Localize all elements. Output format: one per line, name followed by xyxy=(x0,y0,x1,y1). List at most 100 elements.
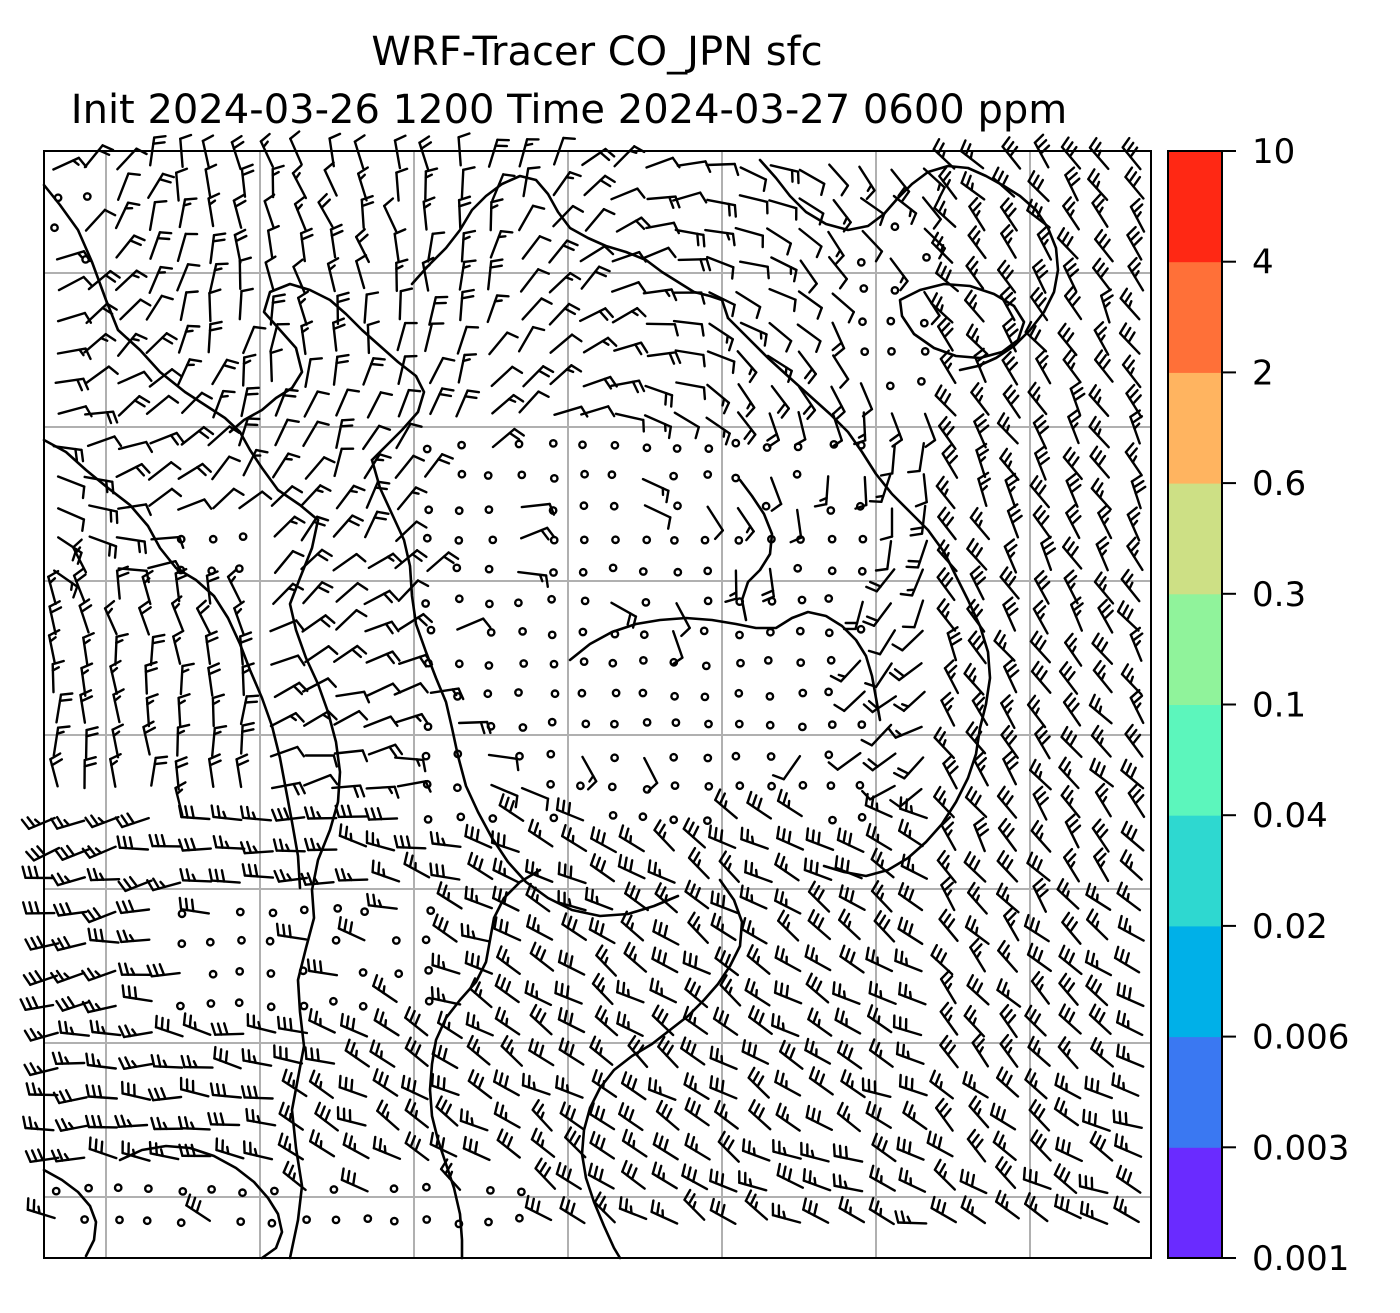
wind-barb xyxy=(804,1037,832,1065)
calm-wind-circle xyxy=(824,687,833,697)
wind-barb xyxy=(871,1132,897,1163)
calm-wind-circle xyxy=(299,1001,309,1011)
wind-barb xyxy=(529,1003,553,1036)
wind-barb xyxy=(992,1130,1017,1162)
wind-barb xyxy=(641,246,677,260)
calm-wind-circle xyxy=(639,656,648,665)
wind-barb xyxy=(926,1130,954,1158)
colorbar-tick-label: 10 xyxy=(1252,132,1295,172)
calm-wind-circle xyxy=(515,751,524,761)
calm-wind-circle xyxy=(177,939,187,949)
calm-wind-circle xyxy=(358,1001,368,1011)
wind-barb xyxy=(240,1085,274,1100)
wind-barb xyxy=(963,1004,986,1038)
wind-barb xyxy=(363,291,380,324)
wind-barb xyxy=(555,1161,582,1191)
calm-wind-circle xyxy=(641,598,651,607)
wind-barb xyxy=(241,353,257,387)
wind-barb xyxy=(977,471,991,507)
wind-barb xyxy=(174,167,189,202)
wind-barb xyxy=(336,1105,367,1127)
wind-barb xyxy=(834,1007,862,1035)
wind-barb xyxy=(300,872,335,886)
calm-wind-circle xyxy=(457,440,466,450)
wind-barb xyxy=(56,311,93,324)
wind-barb xyxy=(395,422,423,450)
wind-barb xyxy=(150,755,169,787)
wind-barb xyxy=(892,194,918,226)
wind-barb xyxy=(500,1034,523,1067)
calm-wind-circle xyxy=(734,536,744,545)
calm-wind-circle xyxy=(826,506,836,515)
wind-barb xyxy=(1024,1004,1047,1037)
wind-barb xyxy=(672,319,705,337)
wind-barb xyxy=(960,1195,987,1225)
wind-barb xyxy=(269,293,286,326)
wind-barb xyxy=(653,819,675,852)
wind-barb xyxy=(651,1004,675,1037)
wind-barb xyxy=(121,984,153,1003)
calm-wind-circle xyxy=(611,688,621,698)
wind-barb xyxy=(744,978,771,1007)
wind-barb xyxy=(1088,693,1113,725)
wind-barb xyxy=(929,1069,954,1100)
wind-barb xyxy=(1120,758,1145,790)
wind-barb xyxy=(1061,536,1083,570)
wind-barb xyxy=(25,1082,59,1097)
wind-barb xyxy=(148,1140,180,1161)
wind-barb xyxy=(297,290,309,326)
wind-barb xyxy=(651,1161,678,1190)
calm-wind-circle xyxy=(176,534,186,544)
wind-barb xyxy=(455,389,481,418)
wind-barb xyxy=(145,332,178,354)
wind-barb xyxy=(19,996,55,1011)
calm-wind-circle xyxy=(547,594,556,604)
wind-barb xyxy=(116,172,142,201)
wind-barb xyxy=(933,726,955,760)
wind-barb xyxy=(491,427,525,449)
wind-barb xyxy=(889,787,923,808)
wind-barb xyxy=(935,1097,954,1132)
wind-barb xyxy=(292,258,306,294)
wind-barb xyxy=(185,1193,212,1223)
calm-wind-circle xyxy=(699,626,709,636)
wind-barb xyxy=(1112,1109,1143,1130)
wind-barb xyxy=(83,410,119,425)
wind-barb xyxy=(766,412,780,448)
calm-wind-circle xyxy=(858,317,867,327)
wind-barb xyxy=(869,1164,896,1192)
wind-barb xyxy=(610,187,646,201)
calm-wind-circle xyxy=(488,814,498,823)
colorbar: 0.001 0.003 0.006 0.02 0.04 0.1 0.3 0.6 2 4 10 xyxy=(1167,132,1349,1279)
wind-barb xyxy=(1033,133,1051,169)
wind-barb xyxy=(557,949,586,976)
wind-barb xyxy=(524,980,553,1007)
wind-barb xyxy=(1023,913,1050,943)
wind-barb xyxy=(342,1132,370,1160)
wind-barb xyxy=(797,350,817,385)
wind-barb xyxy=(21,865,55,880)
wind-barb xyxy=(621,1159,646,1190)
calm-wind-circle xyxy=(238,532,248,541)
colorbar-tick-label: 2 xyxy=(1252,353,1274,393)
calm-wind-circle xyxy=(642,443,652,453)
wind-barb xyxy=(963,662,985,696)
wind-barb xyxy=(914,473,928,508)
wind-barb xyxy=(893,690,926,712)
wind-barb xyxy=(176,358,203,387)
wind-barb xyxy=(492,885,520,912)
wind-barb xyxy=(337,916,366,942)
wind-barb xyxy=(147,1086,183,1102)
wind-barb xyxy=(868,474,892,503)
calm-wind-circle xyxy=(51,1186,61,1196)
wind-barb xyxy=(827,230,845,266)
wind-barb xyxy=(737,383,756,418)
calm-wind-circle xyxy=(176,565,186,575)
wind-barb xyxy=(364,807,399,821)
wind-barb xyxy=(365,480,391,509)
calm-wind-circle xyxy=(638,688,648,698)
wind-barb xyxy=(675,381,707,401)
wind-barb xyxy=(893,756,925,780)
wind-barb xyxy=(1129,197,1146,233)
wind-barb xyxy=(26,1197,56,1220)
